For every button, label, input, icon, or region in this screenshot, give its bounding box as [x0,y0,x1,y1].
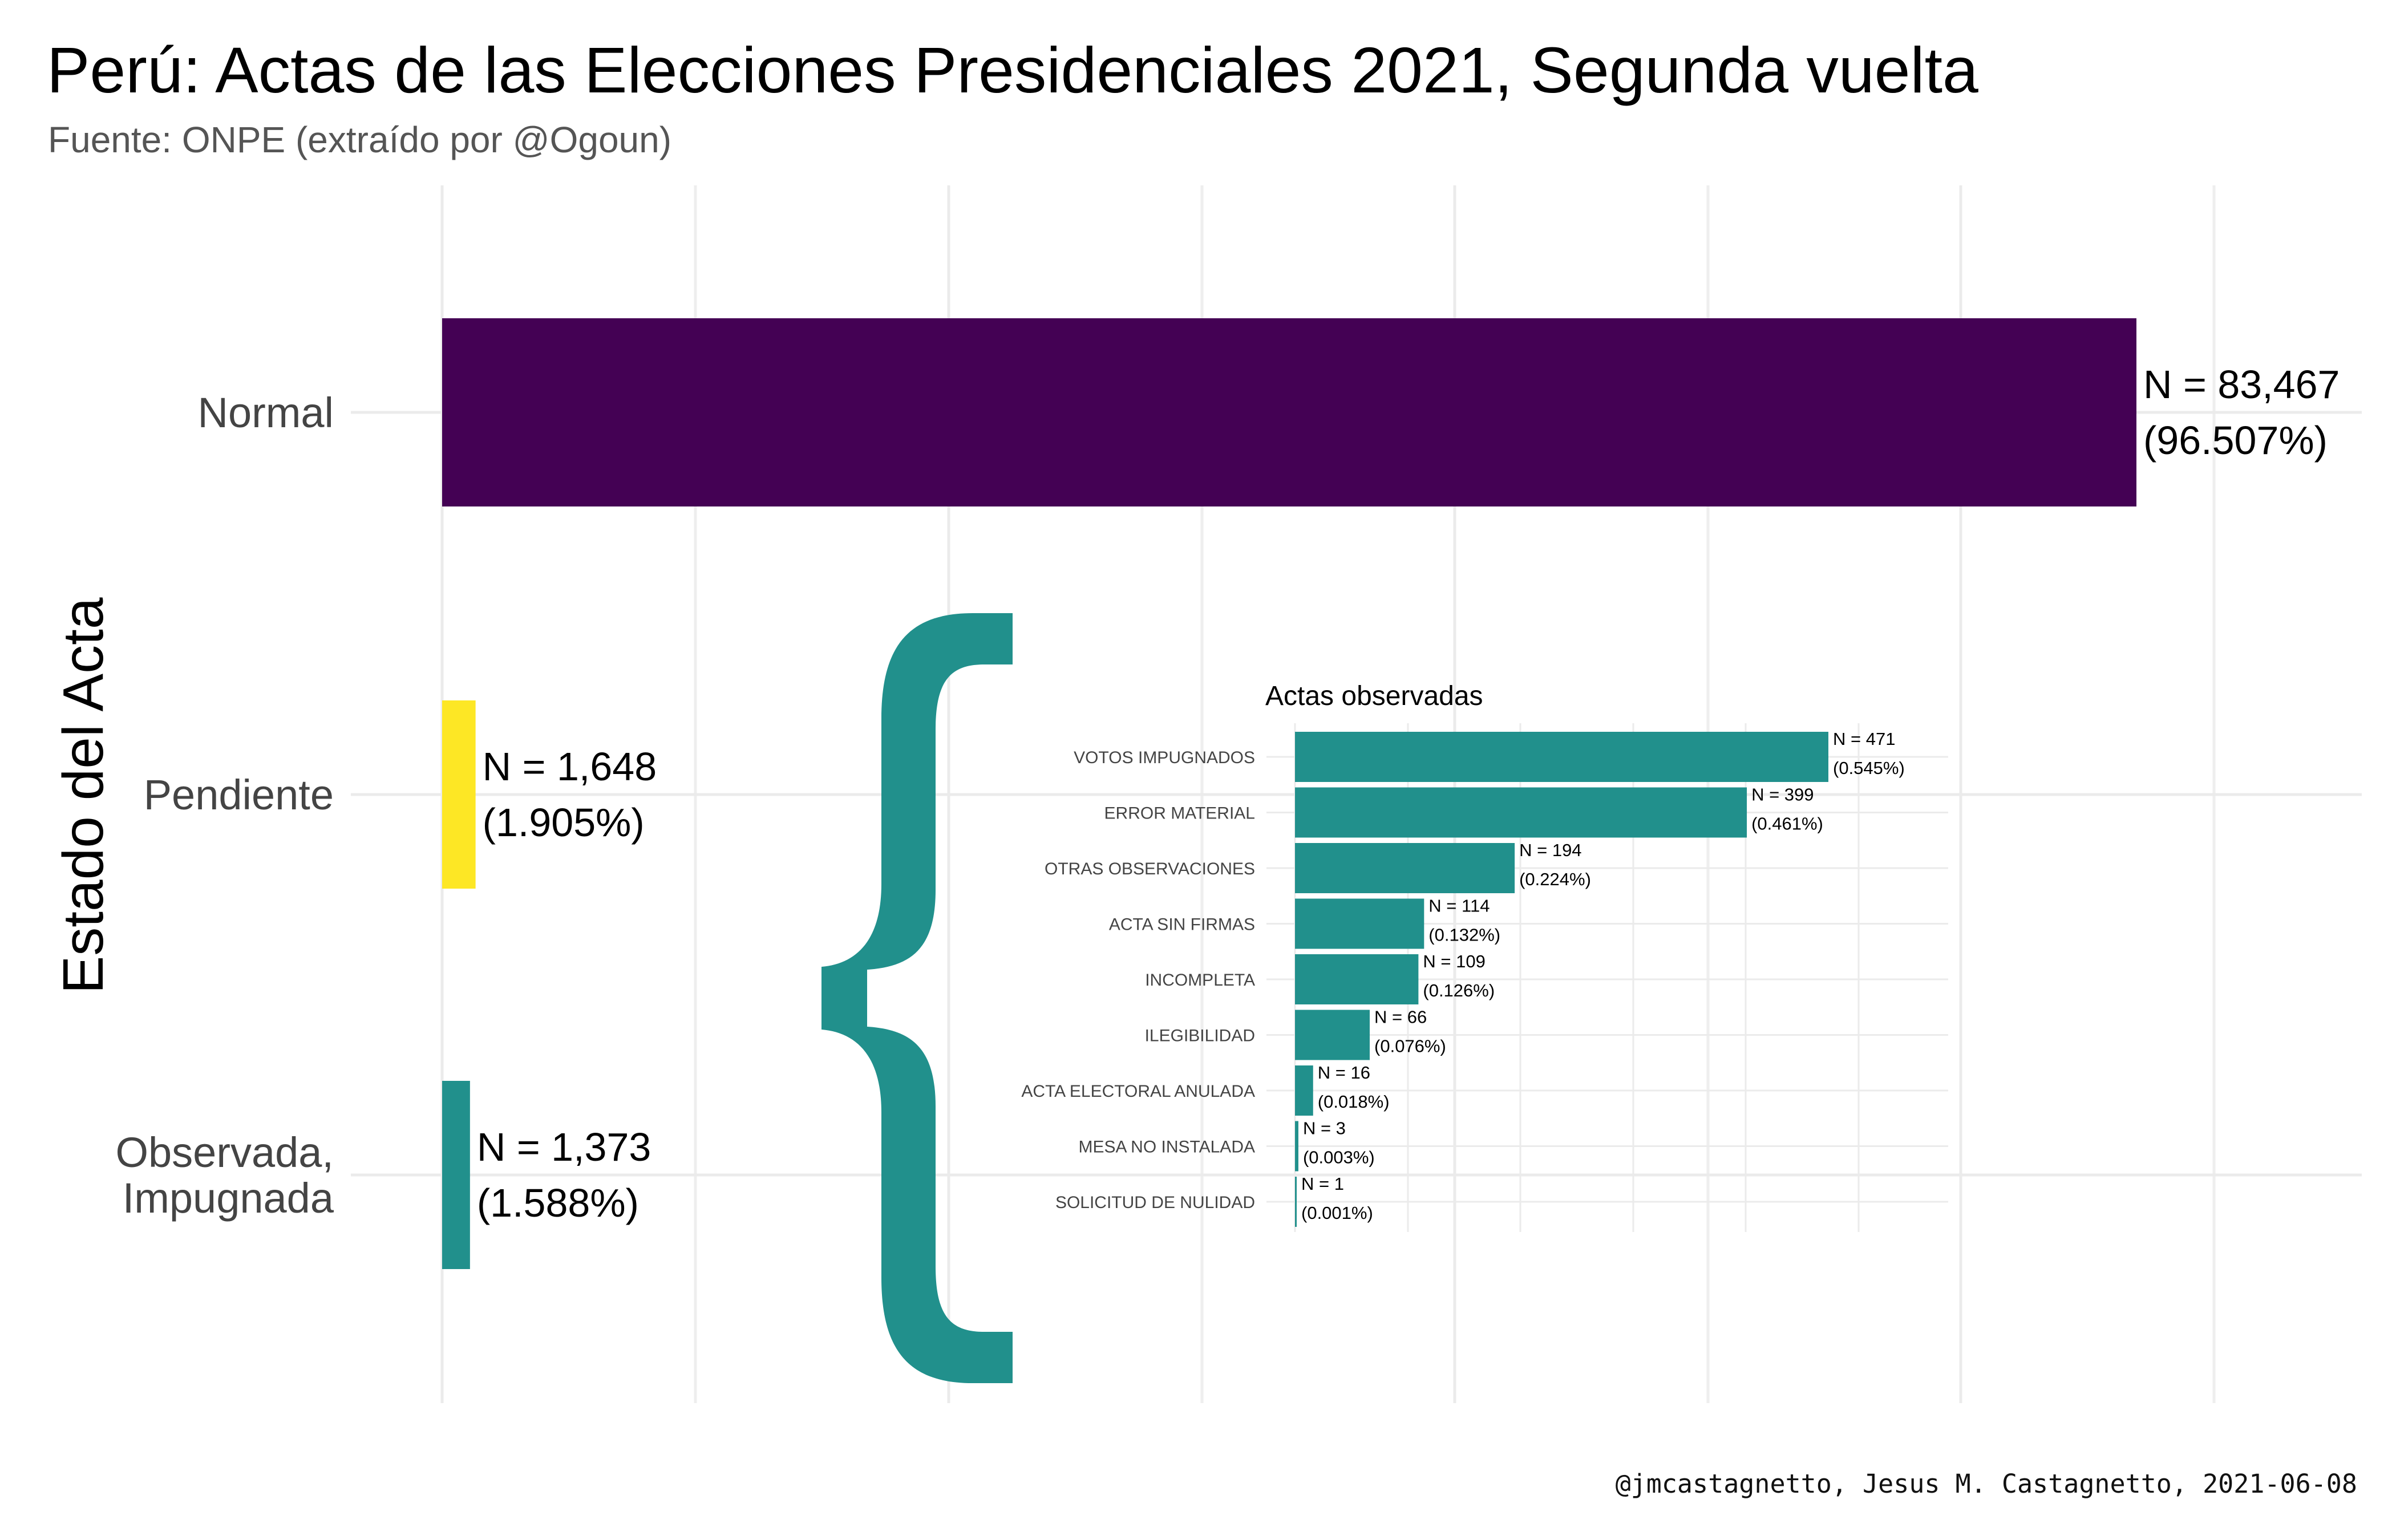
inset-title: Actas observadas [1265,681,1483,711]
inset-category-acta-electoral-anulada: ACTA ELECTORAL ANULADA [1021,1082,1255,1101]
inset-value-label-error-material: N = 399 (0.461%) [1751,785,1823,834]
inset-bar-mesa-no-instalada [1295,1121,1298,1172]
main-bars [442,318,2136,1269]
inset-value-label-votos-impugnados: N = 471 (0.545%) [1833,729,1905,778]
inset-bar-acta-sin-firmas [1295,898,1424,949]
inset-bar-solicitud-de-nulidad [1295,1177,1297,1227]
category-label-normal: Normal [198,389,334,436]
inset-category-votos-impugnados: VOTOS IMPUGNADOS [1074,748,1255,767]
inset-category-otras-observaciones: OTRAS OBSERVACIONES [1045,860,1255,878]
value-label-normal: N = 83,467 (96.507%) [2143,362,2340,463]
main-value-labels: N = 83,467 (96.507%) N = 1,648 (1.905%) N = … [477,362,2340,1225]
inset-category-error-material: ERROR MATERIAL [1104,804,1255,823]
bar-observada-impugnada [442,1081,470,1269]
y-axis-label: Estado del Acta [51,597,115,994]
bar-pendiente [442,700,476,889]
inset-category-labels: VOTOS IMPUGNADOS ERROR MATERIAL OTRAS OBSE… [1021,748,1255,1212]
inset-value-label-acta-electoral-anulada: N = 16 (0.018%) [1318,1063,1390,1112]
category-label-pendiente: Pendiente [144,771,334,818]
inset-value-label-ilegibilidad: N = 66 (0.076%) [1374,1007,1446,1056]
inset-bar-ilegibilidad [1295,1010,1370,1060]
inset-category-mesa-no-instalada: MESA NO INSTALADA [1078,1138,1255,1157]
inset-value-label-acta-sin-firmas: N = 114 (0.132%) [1428,896,1500,945]
curly-brace [821,613,1013,1383]
inset-bar-acta-electoral-anulada [1295,1065,1313,1116]
inset-category-ilegibilidad: ILEGIBILIDAD [1145,1027,1255,1045]
inset-category-acta-sin-firmas: ACTA SIN FIRMAS [1109,915,1255,934]
inset-value-label-otras-observaciones: N = 194 (0.224%) [1519,840,1591,889]
category-label-observada-impugnada: Observada, Impugnada [115,1129,334,1222]
inset-bar-otras-observaciones [1295,843,1515,893]
inset-value-labels: N = 471 (0.545%)N = 399 (0.461%) N = 194 (0.… [1301,729,1905,1223]
chart-caption: @jmcastagnetto, Jesus M. Castagnetto, 20… [1615,1469,2357,1499]
inset-bar-incompleta [1295,954,1419,1004]
inset-value-label-solicitud-de-nulidad: N = 1 (0.001%) [1301,1174,1373,1223]
value-label-pendiente: N = 1,648 (1.905%) [483,744,657,845]
inset-value-label-incompleta: N = 109 (0.126%) [1423,951,1495,1000]
inset-bar-votos-impugnados [1295,732,1828,782]
chart-subtitle: Fuente: ONPE (extraído por @Ogoun) [48,119,672,160]
bar-normal [442,318,2136,506]
inset-category-solicitud-de-nulidad: SOLICITUD DE NULIDAD [1055,1193,1255,1212]
inset-bars [1295,732,1828,1227]
chart-title: Perú: Actas de las Elecciones Presidenci… [47,34,1978,106]
inset-bar-error-material [1295,787,1747,838]
inset-category-incompleta: INCOMPLETA [1145,971,1255,990]
main-category-labels: Normal Pendiente Observada, Impugnada [115,389,334,1222]
value-label-observada-impugnada: N = 1,373 (1.588%) [477,1125,651,1225]
inset-value-label-mesa-no-instalada: N = 3 (0.003%) [1303,1118,1375,1168]
